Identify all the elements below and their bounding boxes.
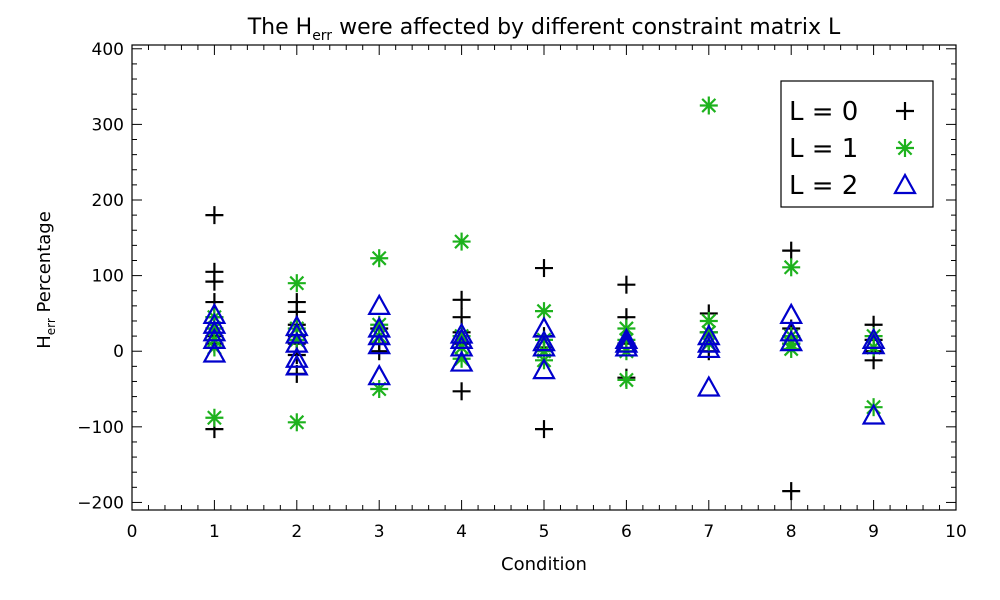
asterisk-data-point: [287, 413, 306, 432]
plus-data-point: [205, 293, 224, 312]
triangle-data-point: [449, 322, 474, 344]
asterisk-data-point: [617, 370, 636, 389]
triangle-data-point: [696, 331, 721, 353]
y-tick-label: 300: [92, 115, 124, 135]
x-tick-label: 4: [456, 522, 467, 542]
triangle-data-point: [696, 336, 721, 359]
plus-data-point: [782, 482, 801, 501]
x-axis-label: Condition: [501, 554, 587, 575]
data-points: [202, 96, 886, 501]
plus-data-point: [782, 241, 801, 260]
chart-title: The Herr were affected by different cons…: [247, 15, 841, 44]
triangle-data-point: [532, 329, 556, 352]
y-tick-label: −100: [77, 418, 124, 438]
triangle-data-point: [367, 363, 392, 386]
triangle-data-point: [284, 354, 309, 376]
x-tick-label: 2: [291, 522, 302, 542]
legend-label: L = 2: [789, 171, 858, 201]
plus-data-point: [452, 382, 471, 401]
triangle-data-point: [449, 327, 474, 349]
asterisk-data-point: [370, 249, 389, 268]
triangle-data-point: [284, 331, 309, 353]
asterisk-data-point: [287, 274, 306, 293]
legend-plus-marker: [896, 102, 914, 120]
x-tick-label: 9: [868, 522, 879, 542]
triangle-data-point: [449, 350, 474, 372]
legend-label: L = 1: [789, 134, 858, 164]
y-tick-label: 200: [92, 191, 124, 211]
y-axis-label: Herr Percentage: [34, 211, 58, 349]
asterisk-data-point: [452, 232, 471, 251]
asterisk-data-point: [699, 96, 718, 115]
triangle-data-point: [202, 312, 227, 334]
plus-data-point: [617, 275, 636, 294]
x-tick-label: 5: [539, 522, 550, 542]
x-tick-label: 1: [209, 522, 220, 542]
triangle-data-point: [284, 322, 309, 344]
plus-data-point: [452, 290, 471, 309]
axis-ticks: [131, 45, 957, 510]
y-tick-label: 100: [92, 267, 124, 287]
triangle-data-point: [861, 403, 886, 425]
asterisk-data-point: [782, 258, 801, 277]
triangle-data-point: [614, 331, 639, 353]
triangle-data-point: [861, 327, 886, 349]
triangle-data-point: [696, 375, 721, 397]
triangle-data-point: [779, 329, 804, 352]
y-tick-label: 0: [113, 342, 124, 362]
plus-data-point: [535, 259, 553, 278]
axis-tick-labels: 0 1 2 3 4 5 6 7 8 9 10 −200 −100 0 100 200 300 400: [77, 40, 967, 542]
x-tick-label: 10: [945, 522, 967, 542]
x-tick-label: 0: [127, 522, 138, 542]
triangle-data-point: [367, 323, 392, 346]
x-tick-label: 8: [786, 522, 797, 542]
plus-data-point: [205, 272, 224, 291]
triangle-data-point: [202, 341, 227, 363]
plus-data-point: [370, 342, 389, 361]
triangle-data-point: [532, 335, 556, 357]
triangle-data-point: [284, 346, 309, 368]
triangle-data-point: [367, 293, 392, 315]
x-tick-label: 3: [374, 522, 385, 542]
plus-data-point: [205, 206, 224, 225]
triangle-data-point: [779, 320, 804, 342]
triangle-data-point: [614, 327, 639, 349]
x-tick-label: 7: [703, 522, 714, 542]
plus-data-point: [535, 420, 553, 439]
triangle-data-point: [202, 320, 227, 342]
x-tick-label: 6: [621, 522, 632, 542]
triangle-data-point: [532, 357, 556, 380]
legend-asterisk-marker: [896, 139, 914, 157]
asterisk-data-point: [370, 380, 389, 399]
asterisk-data-point: [535, 302, 553, 321]
legend: L = 0 L = 1 L = 2: [780, 80, 934, 208]
triangle-data-point: [614, 335, 639, 357]
triangle-data-point: [696, 323, 721, 346]
triangle-data-point: [449, 335, 474, 357]
legend-triangle-marker: [893, 172, 917, 195]
triangle-data-point: [367, 332, 392, 355]
y-tick-label: −200: [77, 493, 124, 513]
y-tick-label: 400: [92, 40, 124, 60]
asterisk-data-point: [205, 408, 224, 427]
triangle-data-point: [202, 327, 227, 349]
triangle-data-point: [861, 332, 886, 355]
asterisk-data-point: [782, 339, 801, 358]
legend-label: L = 0: [789, 97, 858, 127]
series-2: [202, 293, 886, 425]
